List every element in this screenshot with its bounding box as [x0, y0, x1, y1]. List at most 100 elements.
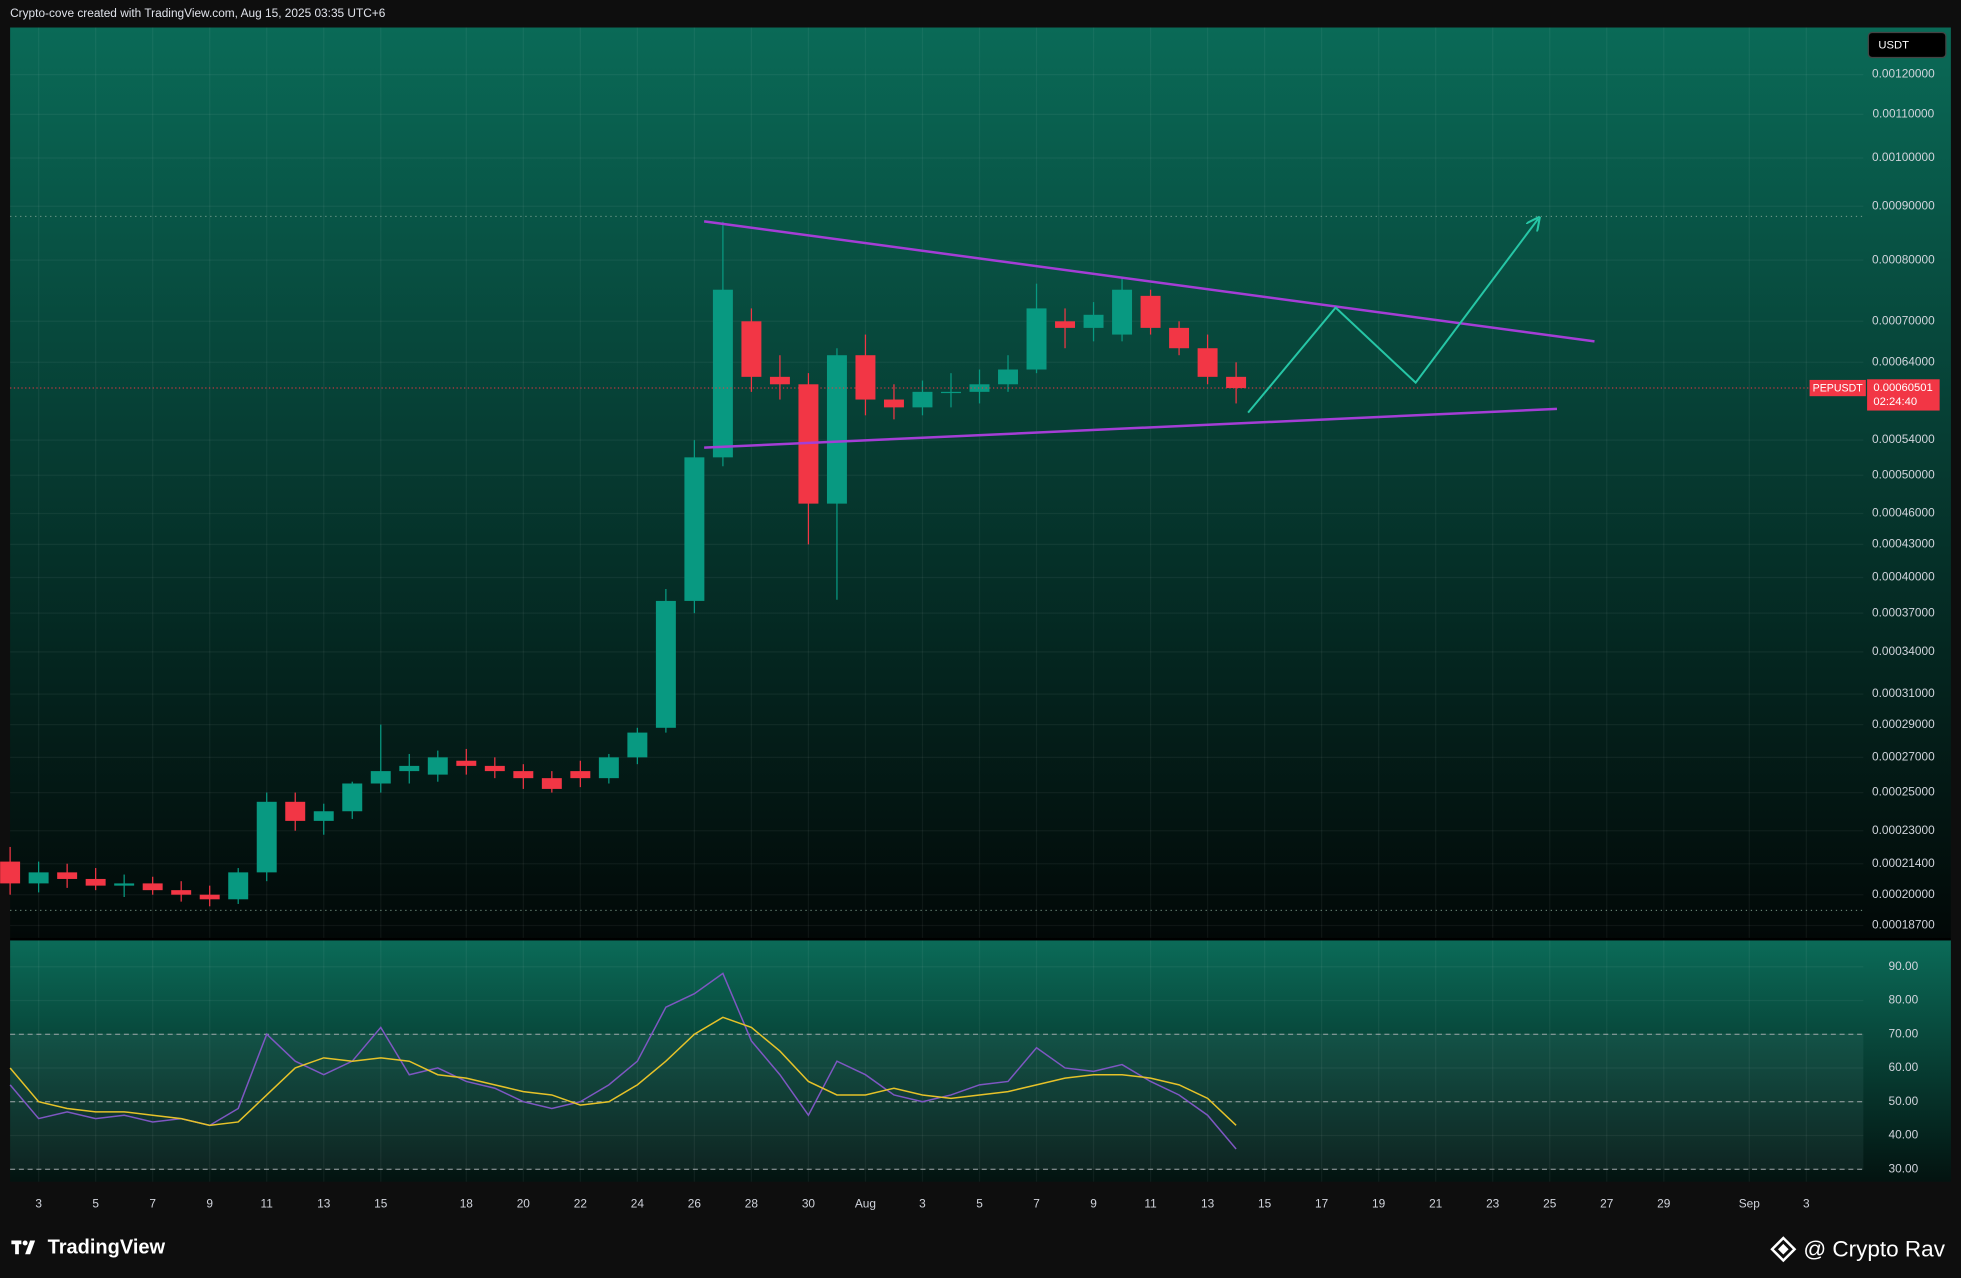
y-tick-label: 0.00054000	[1872, 432, 1935, 446]
candle-body	[28, 872, 49, 884]
x-tick-label: 3	[919, 1196, 926, 1210]
x-tick-label: 27	[1600, 1196, 1613, 1210]
candle-body	[1112, 289, 1133, 335]
candle-body	[1169, 327, 1190, 349]
candle-body	[912, 391, 933, 408]
trendline-upper	[703, 220, 1595, 343]
y-tick-label: 0.00120000	[1872, 67, 1935, 81]
x-tick-label: 22	[574, 1196, 587, 1210]
x-tick-label: 29	[1657, 1196, 1671, 1210]
x-tick-label: 11	[1144, 1196, 1157, 1210]
y-tick-label: 0.00070000	[1872, 313, 1935, 327]
countdown-label: 02:24:40	[1873, 396, 1917, 408]
x-tick-label: 28	[745, 1196, 759, 1210]
x-tick-label: 21	[1429, 1196, 1443, 1210]
candle-body	[1055, 321, 1076, 328]
y-tick-label: 0.00029000	[1872, 717, 1935, 731]
y-tick-label: 0.00021400	[1872, 856, 1935, 870]
rsi-pane	[10, 940, 1951, 1182]
y-tick-label: 0.00023000	[1872, 823, 1935, 837]
x-tick-label: 30	[802, 1196, 816, 1210]
x-tick-label: 13	[317, 1196, 331, 1210]
x-tick-label: 15	[1258, 1196, 1272, 1210]
candle-body	[427, 757, 448, 775]
grid	[10, 27, 1864, 1182]
candle-body	[228, 872, 249, 900]
candle-body	[598, 757, 619, 779]
candle-body	[570, 771, 591, 779]
y-tick-label: 0.00025000	[1872, 785, 1935, 799]
candle-body	[998, 369, 1018, 385]
candle-body	[114, 883, 135, 886]
x-tick-label: 11	[261, 1196, 274, 1210]
candle-body	[627, 732, 648, 758]
brand-name: TradingView	[48, 1236, 166, 1258]
x-tick-label: 19	[1372, 1196, 1386, 1210]
y-tick-label: 0.00037000	[1872, 605, 1935, 619]
x-tick-label: 18	[460, 1196, 474, 1210]
x-tick-label: 26	[688, 1196, 702, 1210]
candle-body	[171, 890, 192, 895]
x-tick-label: 17	[1315, 1196, 1328, 1210]
candle-body	[655, 600, 676, 728]
symbol-tag	[1809, 379, 1866, 397]
y-tick-label: 0.00064000	[1872, 354, 1935, 368]
last-price-tag	[1867, 379, 1940, 411]
candle-body	[370, 771, 391, 784]
x-tick-label: 25	[1543, 1196, 1557, 1210]
candle-body	[0, 861, 21, 884]
y-tick-label: 90.00	[1889, 959, 1919, 973]
candle-body	[1197, 348, 1218, 377]
candle-body	[769, 376, 790, 385]
candle-body	[85, 878, 106, 886]
currency-box	[1867, 31, 1947, 59]
price-pane	[10, 27, 1951, 938]
projection-path	[1247, 219, 1538, 414]
candle-body	[741, 321, 762, 377]
y-tick-label: 0.00031000	[1872, 686, 1935, 700]
candle-body	[513, 771, 534, 779]
x-tick-label: 7	[149, 1196, 156, 1210]
last-price-label: 0.00060501	[1873, 382, 1932, 394]
y-tick-label: 0.00080000	[1872, 252, 1935, 266]
y-tick-label: 0.00020000	[1872, 887, 1935, 901]
candle-body	[855, 355, 876, 400]
y-tick-label: 0.00046000	[1872, 506, 1935, 520]
x-tick-label: 24	[631, 1196, 645, 1210]
candle-body	[541, 778, 562, 789]
x-tick-label: 13	[1201, 1196, 1215, 1210]
rsi-line	[9, 1016, 1237, 1127]
y-tick-label: 0.00110000	[1872, 107, 1934, 121]
x-tick-label: 20	[517, 1196, 531, 1210]
x-tick-label: Sep	[1739, 1196, 1761, 1210]
candle-body	[142, 883, 163, 891]
currency-label: USDT	[1878, 40, 1909, 52]
y-tick-label: 0.00090000	[1872, 198, 1935, 212]
candle-body	[1083, 314, 1104, 328]
candle-body	[57, 872, 78, 879]
y-tick-label: 80.00	[1889, 993, 1919, 1007]
price-tag: PEPUSDT 0.00060501 02:24:40	[1809, 379, 1940, 411]
candle-body	[313, 811, 334, 821]
candle-body	[712, 289, 733, 458]
x-tick-label: 3	[1803, 1196, 1810, 1210]
candle-body	[883, 399, 904, 408]
brand-logo	[11, 1240, 36, 1255]
candle-body	[1026, 308, 1047, 370]
x-tick-label: 9	[1090, 1196, 1097, 1210]
x-tick-label: 15	[374, 1196, 388, 1210]
y-tick-label: 40.00	[1889, 1128, 1919, 1142]
y-tick-label: 60.00	[1889, 1060, 1919, 1074]
candle-body	[342, 783, 363, 812]
candle-body	[826, 355, 847, 504]
marks	[0, 221, 1864, 1150]
symbol-label: PEPUSDT	[1813, 382, 1864, 394]
author-icon	[1770, 1236, 1797, 1263]
y-tick-label: 70.00	[1889, 1026, 1919, 1040]
candle-body	[1226, 376, 1247, 389]
rsi-line	[9, 972, 1237, 1150]
y-tick-label: 0.00100000	[1872, 150, 1935, 164]
y-tick-label: 0.00034000	[1872, 644, 1935, 658]
